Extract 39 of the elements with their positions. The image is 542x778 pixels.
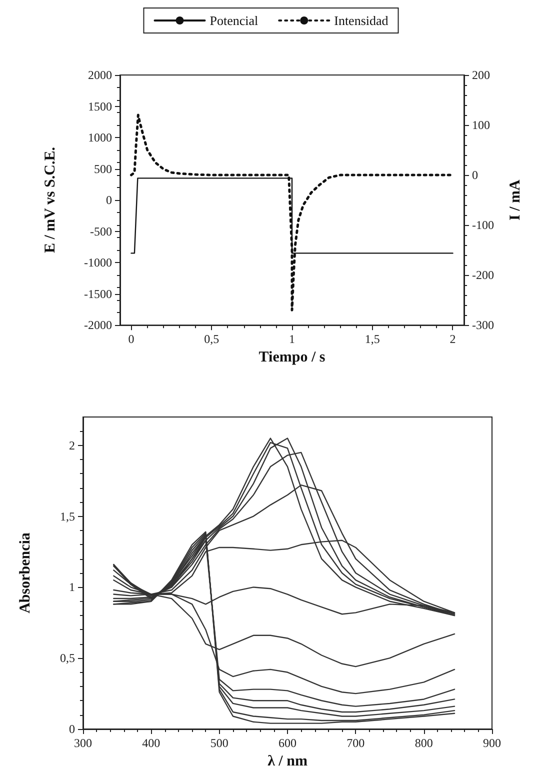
y2-axis-title: I / mA (508, 179, 524, 220)
legend-label: Intensidad (334, 13, 389, 28)
y-tick-label: 500 (94, 162, 112, 176)
x-tick-label: 1,5 (364, 332, 380, 346)
legend-label: Potencial (210, 13, 258, 28)
x-tick-label: 500 (210, 736, 228, 750)
y-tick-label: 2 (69, 438, 75, 452)
x-tick-label: 300 (74, 736, 92, 750)
x-tick-label: 700 (346, 736, 365, 750)
x-tick-label: 1 (289, 332, 295, 346)
y-axis-title: E / mV vs S.C.E. (42, 146, 58, 254)
y2-tick-label: -300 (472, 318, 494, 332)
y-tick-label: 1,5 (60, 509, 75, 524)
x-tick-label: 400 (142, 736, 160, 750)
x-tick-label: 2 (450, 332, 456, 346)
x-axis-title: λ / nm (268, 753, 308, 770)
y-tick-label: 2000 (88, 68, 112, 82)
y-tick-label: 1 (69, 580, 75, 594)
y-tick-label: -1000 (84, 256, 112, 270)
y2-tick-label: -200 (472, 268, 494, 282)
y-tick-label: 0 (69, 722, 75, 736)
y-tick-label: -500 (90, 224, 112, 238)
y-tick-label: 0 (106, 193, 112, 208)
x-axis-title: Tiempo / s (258, 350, 326, 366)
y-tick-label: 1500 (88, 99, 112, 114)
y-axis-title: Absorbencia (18, 532, 34, 614)
y-tick-label: 1000 (88, 130, 112, 145)
y-tick-label: -1500 (84, 286, 112, 301)
y-tick-label: -2000 (84, 318, 112, 332)
x-tick-label: 600 (278, 736, 296, 750)
x-tick-label: 0 (128, 332, 134, 346)
x-tick-label: 800 (414, 736, 433, 750)
y2-tick-label: -100 (472, 218, 494, 232)
y2-tick-label: 200 (472, 68, 490, 82)
y2-tick-label: 100 (472, 118, 490, 132)
x-tick-label: 900 (483, 736, 501, 750)
y-tick-label: 0,5 (60, 651, 75, 666)
x-tick-label: 0,5 (204, 332, 220, 346)
y2-tick-label: 0 (472, 168, 478, 182)
